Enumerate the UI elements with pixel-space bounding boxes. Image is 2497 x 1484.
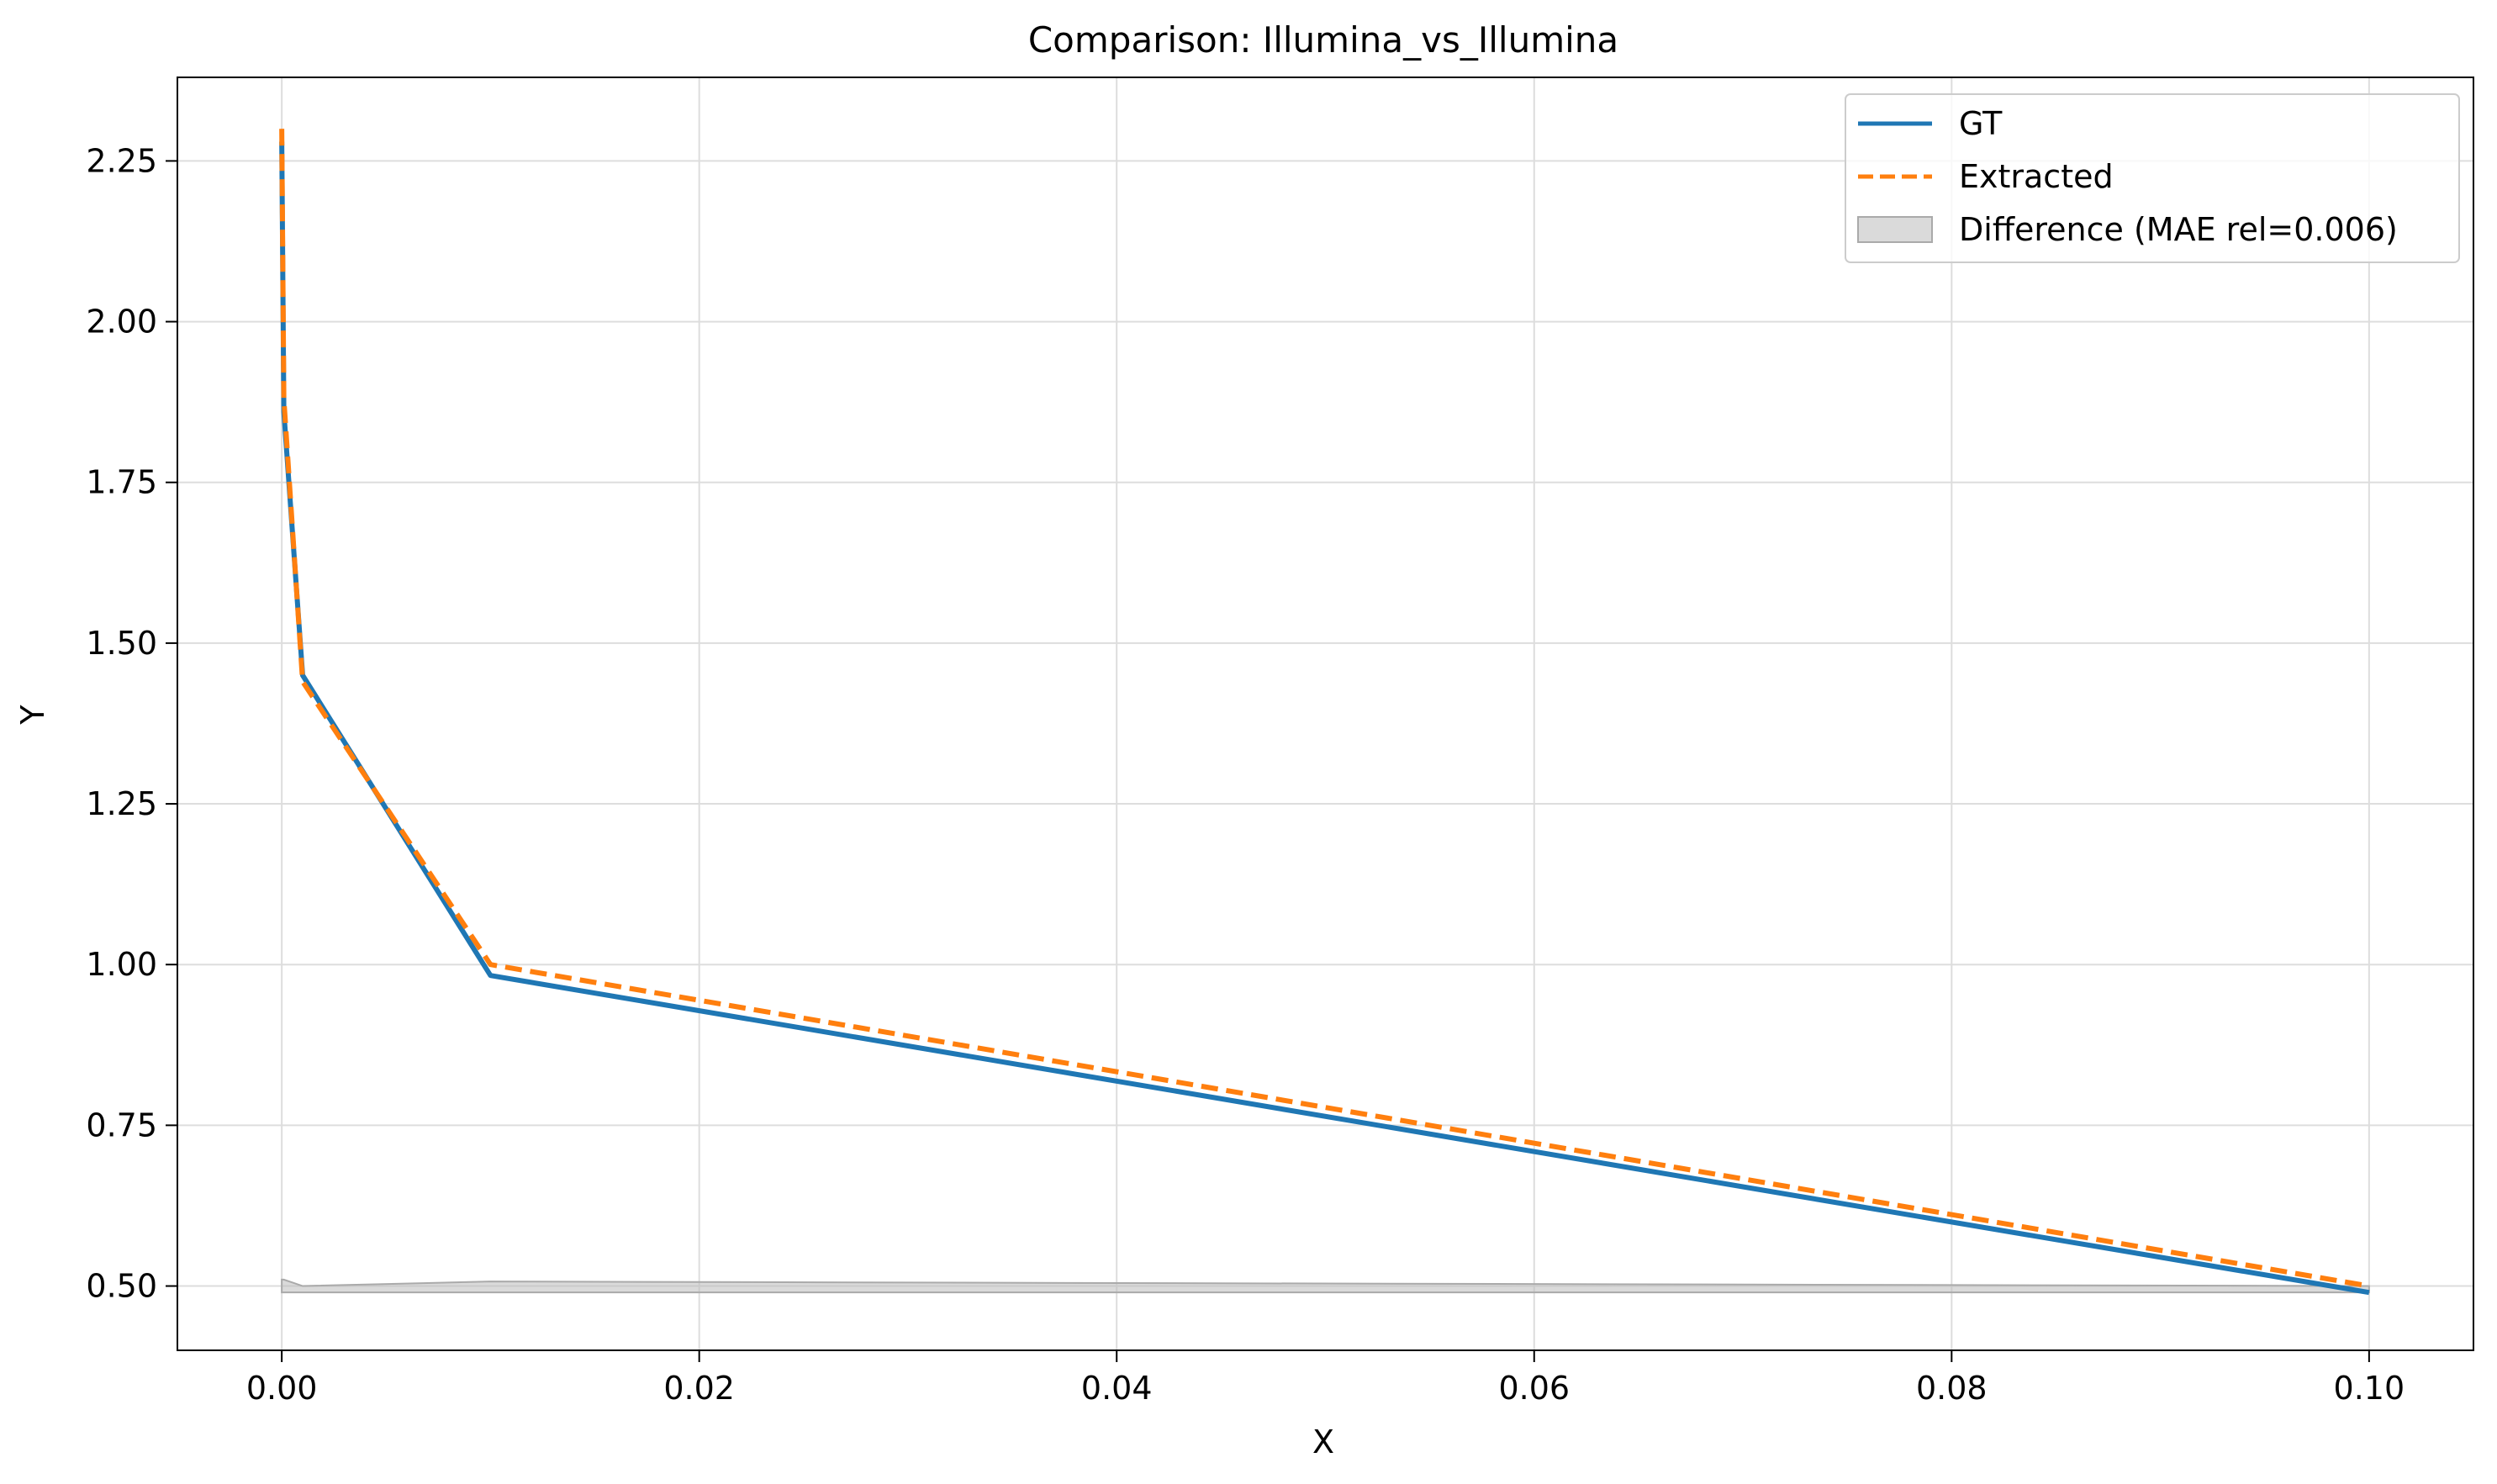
x-tick-label: 0.10 [2334,1370,2405,1407]
x-tick-label: 0.00 [246,1370,318,1407]
legend-difference-label: Difference (MAE rel=0.006) [1959,211,2398,248]
y-tick-label: 0.75 [86,1106,157,1143]
legend-extracted-label: Extracted [1959,158,2114,195]
x-tick-label: 0.02 [663,1370,735,1407]
y-tick-label: 2.25 [86,142,157,179]
legend: GT Extracted Difference (MAE rel=0.006) [1845,93,2460,263]
y-tick-label: 1.50 [86,625,157,662]
y-tick-label: 2.00 [86,304,157,341]
x-axis-label: X [1312,1423,1334,1460]
x-axis-ticks: 0.00 0.02 0.04 0.06 0.08 0.10 [246,1350,2405,1407]
y-axis-ticks: 0.50 0.75 1.00 1.25 1.50 1.75 2.00 2.25 [86,142,177,1305]
plot-frame [177,77,2474,1351]
grid-lines [177,77,2473,1350]
x-tick-label: 0.04 [1081,1370,1153,1407]
y-tick-label: 0.50 [86,1268,157,1305]
y-axis-label: Y [14,705,51,726]
x-tick-label: 0.08 [1916,1370,1988,1407]
legend-gt-label: GT [1959,105,2003,142]
legend-difference-swatch [1857,216,1933,243]
series-extracted-line [279,129,2370,1289]
series-lines [279,129,2370,1296]
legend-box [1845,93,2460,263]
x-tick-label: 0.06 [1498,1370,1570,1407]
y-tick-label: 1.25 [86,785,157,822]
chart-title: Comparison: Illumina_vs_Illumina [1028,19,1618,61]
y-tick-label: 1.75 [86,464,157,501]
y-tick-label: 1.00 [86,946,157,983]
